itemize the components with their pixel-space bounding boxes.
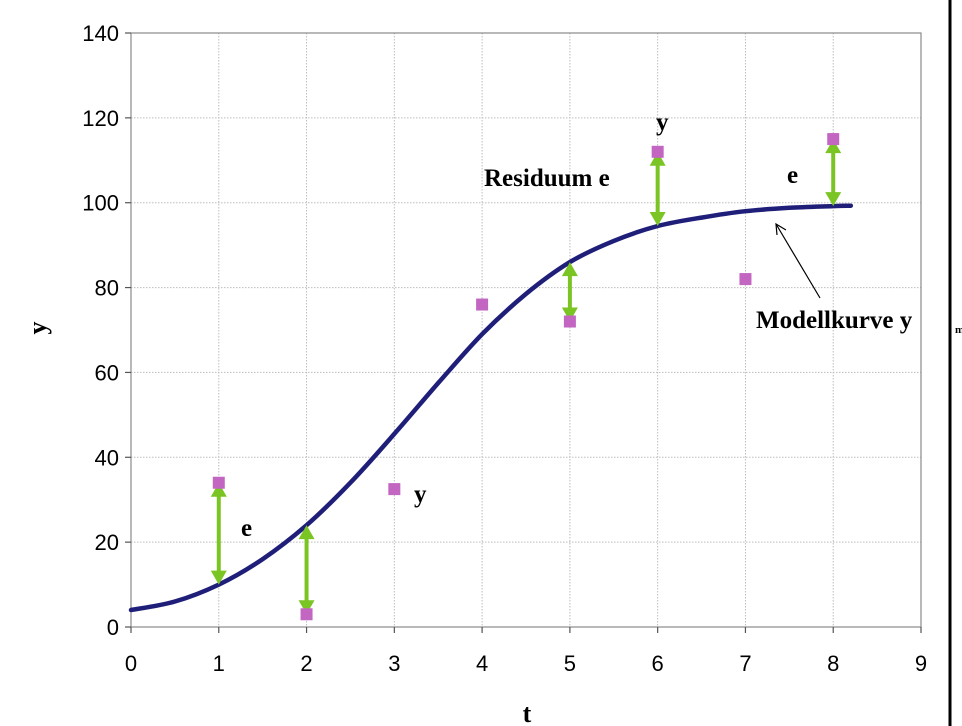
model-curve-pointer — [775, 223, 821, 299]
x-tick-label: 6 — [652, 651, 664, 676]
model-curve-line — [128, 203, 854, 613]
annotation-residuum: Residuum e — [484, 165, 610, 192]
annotation-e-8: e — [787, 162, 798, 189]
model-curve-pointer-head — [775, 222, 787, 236]
residual-arrow — [825, 139, 842, 207]
data-point — [651, 145, 664, 158]
data-point — [739, 273, 752, 286]
plot-area-border — [130, 32, 922, 628]
y-tick-label: 120 — [82, 106, 119, 131]
x-tick-label: 8 — [827, 651, 839, 676]
y-tick-label: 100 — [82, 191, 119, 216]
data-point — [827, 133, 840, 146]
residual-arrows — [210, 139, 842, 615]
residual-arrow — [298, 525, 315, 615]
y-axis-label: y — [23, 322, 52, 335]
data-point — [212, 476, 225, 489]
x-tick-label: 7 — [739, 651, 751, 676]
data-point — [388, 483, 401, 496]
residual-arrow — [210, 482, 227, 585]
y-axis: 0 20 40 60 80 100 120 140 — [82, 21, 131, 640]
data-points — [212, 133, 840, 621]
x-tick-label: 5 — [564, 651, 576, 676]
x-axis-label: t — [523, 699, 532, 726]
data-point — [300, 608, 313, 621]
x-tick-label: 3 — [388, 651, 400, 676]
x-axis: 0 1 2 3 4 5 6 7 8 9 — [125, 627, 927, 676]
annotation-e-1: e — [241, 515, 252, 542]
x-tick-label: 4 — [476, 651, 488, 676]
data-point — [476, 298, 489, 311]
y-tick-label: 40 — [95, 445, 119, 470]
y-tick-label: 140 — [82, 21, 119, 46]
plot-frame — [130, 32, 922, 628]
annotation-y-3: y — [414, 481, 427, 508]
residual-arrow — [561, 262, 578, 322]
residual-arrow — [649, 151, 666, 227]
y-tick-label: 80 — [95, 276, 119, 301]
annotation-modellkurve: Modellkurve y — [756, 307, 913, 334]
data-point — [563, 315, 576, 328]
x-tick-label: 0 — [125, 651, 137, 676]
annotation-y-6: y — [656, 109, 669, 136]
y-tick-label: 20 — [95, 530, 119, 555]
annotation-modellkurve-subscript: m — [955, 324, 962, 336]
y-tick-label: 0 — [107, 615, 119, 640]
annotations: e y Residuum e y e Modellkurve y m — [241, 109, 962, 542]
x-tick-label: 1 — [213, 651, 225, 676]
y-tick-label: 60 — [95, 360, 119, 385]
x-tick-label: 2 — [300, 651, 312, 676]
x-tick-label: 9 — [915, 651, 927, 676]
